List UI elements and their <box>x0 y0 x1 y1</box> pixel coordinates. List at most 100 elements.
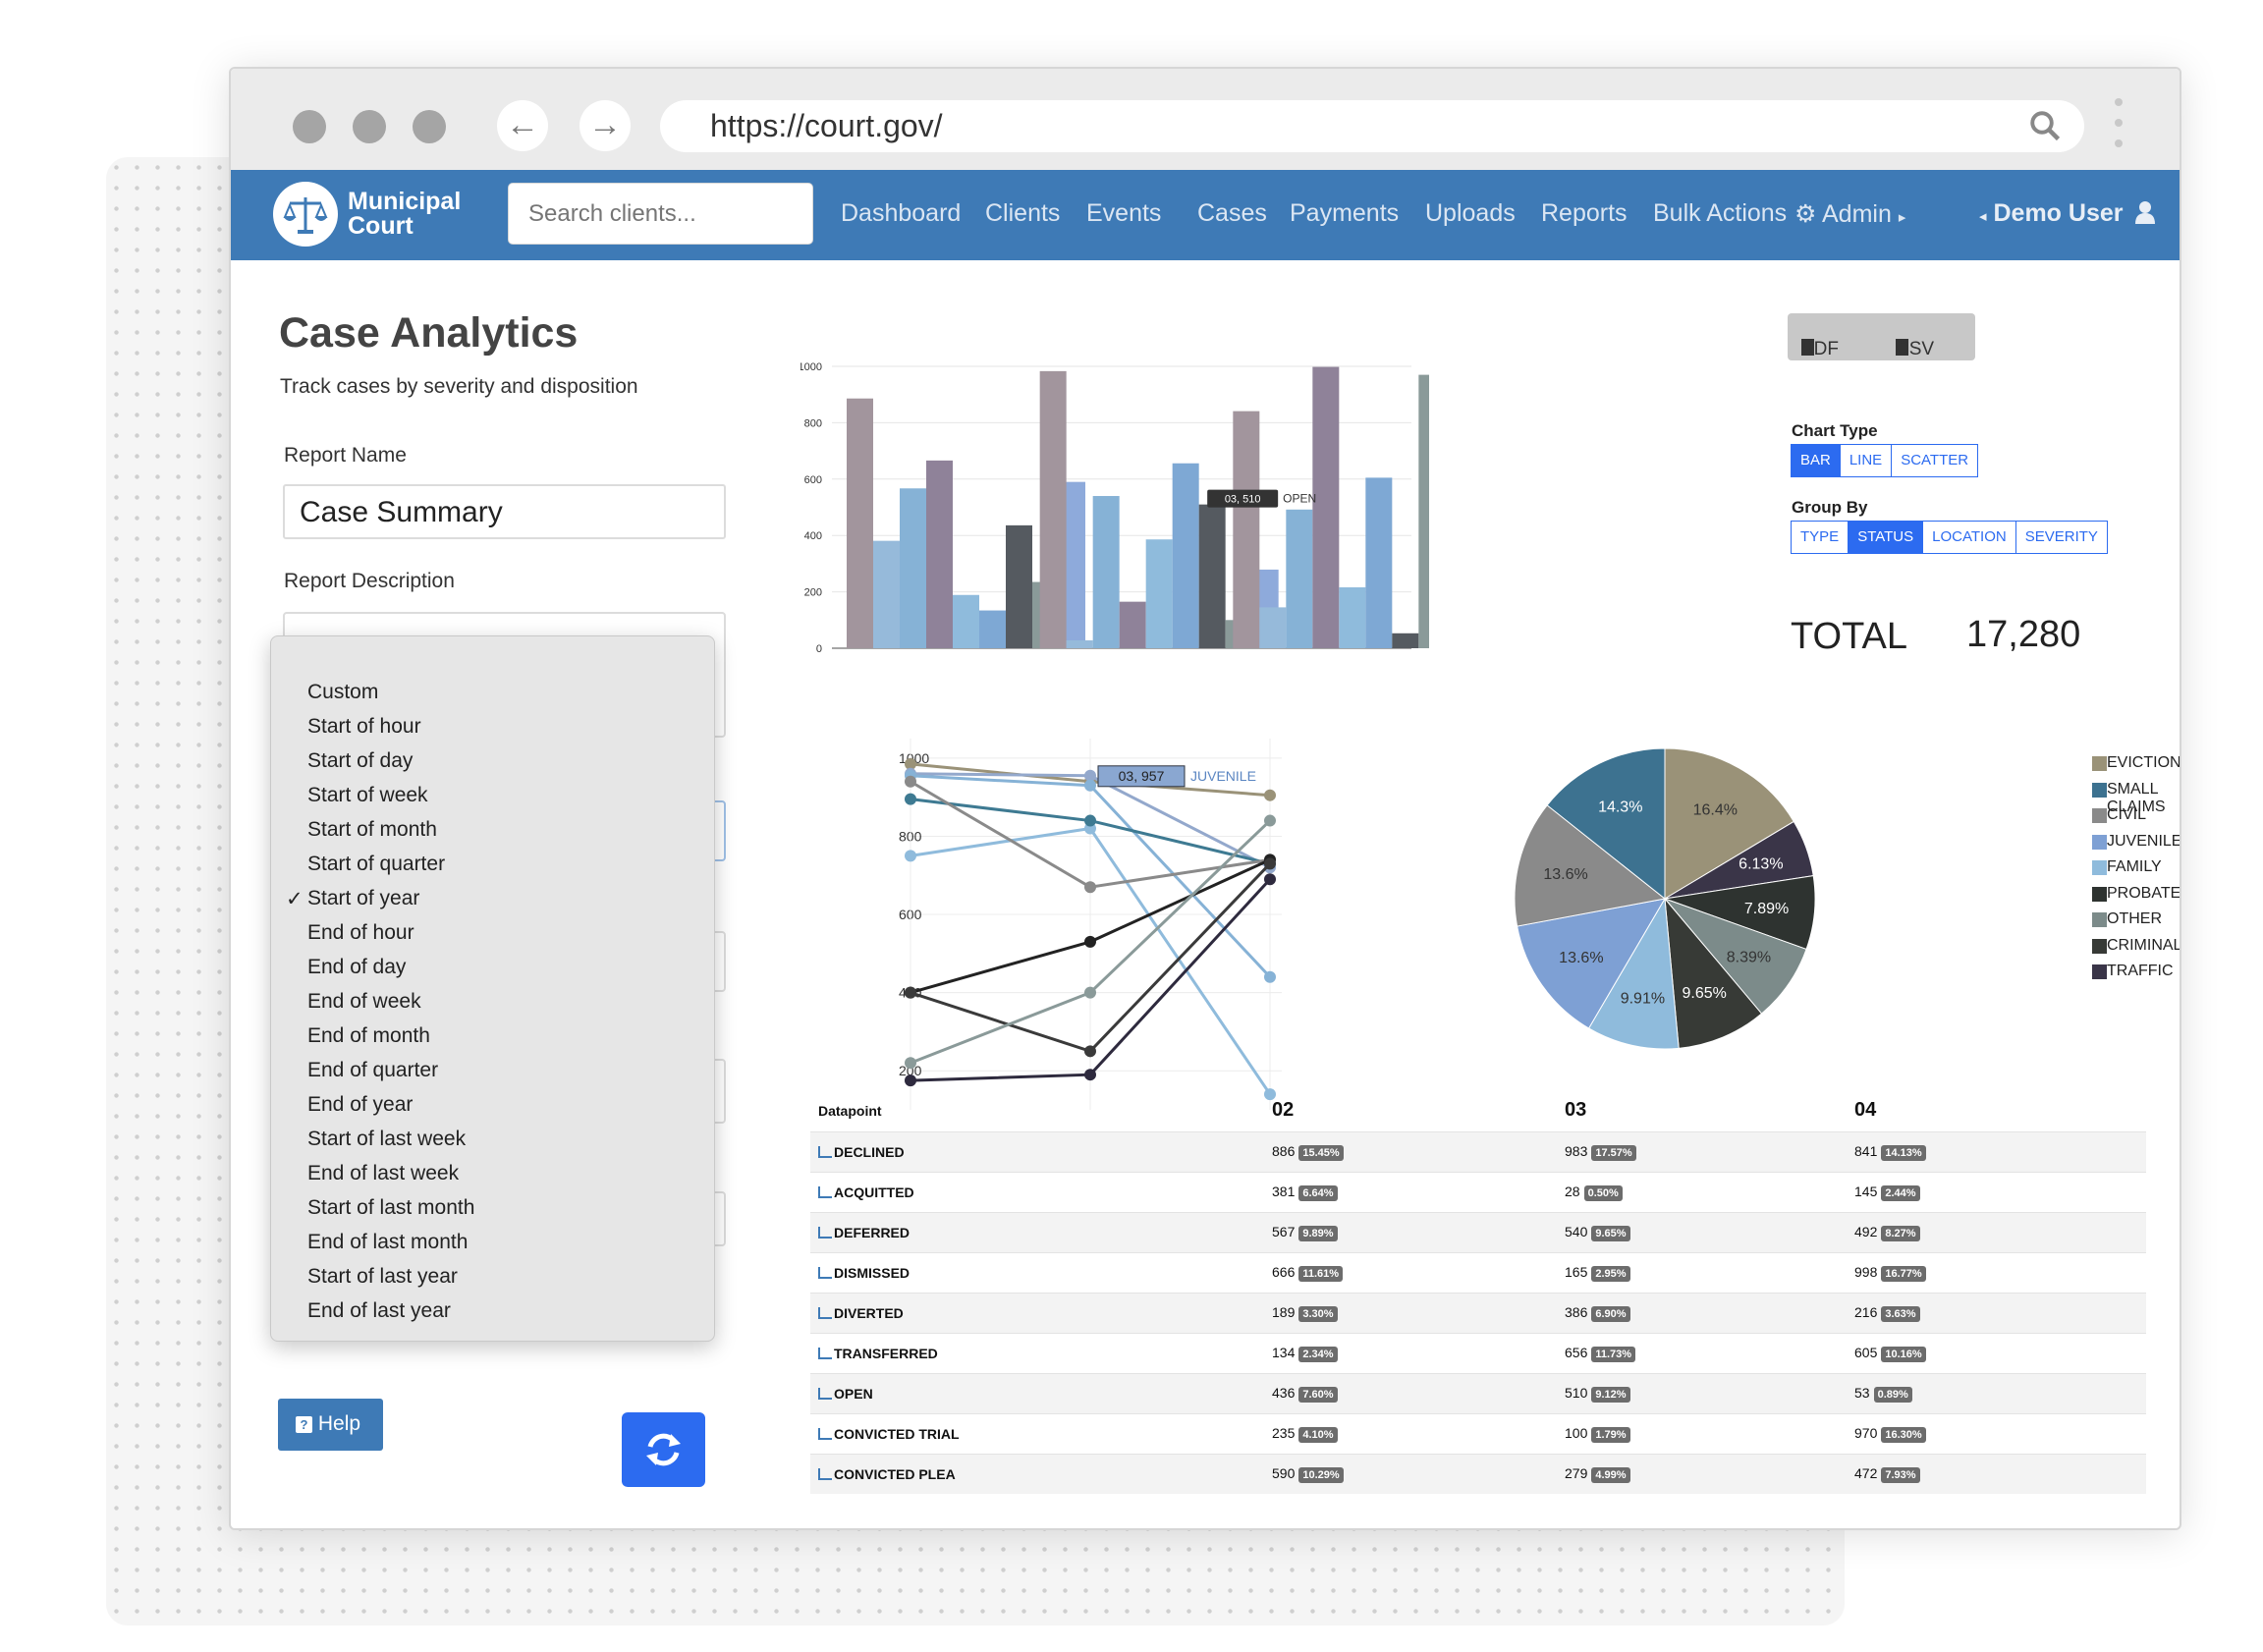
dropdown-option[interactable]: End of last week <box>307 1162 460 1184</box>
percent-badge: 1.79% <box>1591 1426 1630 1443</box>
value-cell: 381 6.64% <box>1272 1171 1565 1212</box>
datapoint-name: TRANSFERRED <box>834 1345 938 1361</box>
window-maximize-button[interactable] <box>413 110 446 143</box>
chart-type-line[interactable]: LINE <box>1839 444 1893 477</box>
value-cell: 134 2.34% <box>1272 1332 1565 1373</box>
nav-events[interactable]: Events <box>1086 199 1162 227</box>
nav-uploads[interactable]: Uploads <box>1425 199 1516 227</box>
dropdown-option-selected[interactable]: Start of year <box>307 887 420 909</box>
total-value: 17,280 <box>1966 614 2081 655</box>
browser-menu-icon[interactable] <box>2115 98 2123 155</box>
legend-swatch <box>2092 834 2107 850</box>
value-cell: 605 10.16% <box>1854 1332 2146 1373</box>
date-preset-dropdown[interactable]: Custom Start of hour Start of day Start … <box>270 635 715 1342</box>
bar-dismissed <box>1312 366 1340 648</box>
pie-slice-criminal <box>1664 897 1763 1049</box>
nav-cases[interactable]: Cases <box>1197 199 1267 227</box>
line-point <box>1264 789 1276 801</box>
pie-chart: 16.4% 6.13% 7.89% 8.39% 9.65% 9.91% 13.6% 13.6%… <box>1514 747 1816 1050</box>
table-row[interactable]: OPEN 436 7.60% 510 9.12% 53 0.89% <box>810 1372 2146 1413</box>
cell-value: 279 <box>1565 1464 1588 1481</box>
scales-logo-icon[interactable] <box>273 182 338 247</box>
table-row[interactable]: TRANSFERRED 134 2.34% 656 11.73% 605 10.16% <box>810 1332 2146 1373</box>
dropdown-option[interactable]: End of day <box>307 956 407 978</box>
dropdown-option[interactable]: Start of last week <box>307 1128 467 1150</box>
group-by-severity[interactable]: SEVERITY <box>2015 521 2108 554</box>
percent-badge: 2.95% <box>1591 1265 1630 1282</box>
dropdown-option[interactable]: Start of month <box>307 818 437 841</box>
dropdown-option[interactable]: Start of week <box>307 784 428 806</box>
table-row[interactable]: DEFERRED 567 9.89% 540 9.65% 492 8.27% <box>810 1211 2146 1252</box>
report-name-label: Report Name <box>284 444 407 467</box>
user-menu[interactable]: ◂ Demo User <box>1979 199 2156 228</box>
report-name-value: Case Summary <box>300 496 503 528</box>
pdf-label: PDF <box>1801 339 1839 359</box>
pie-slice-family <box>1587 897 1680 1050</box>
legend-label: CRIMINAL <box>2107 936 2181 954</box>
dropdown-option[interactable]: Start of day <box>307 749 414 772</box>
window-minimize-button[interactable] <box>353 110 386 143</box>
table-row[interactable]: CONVICTED PLEA 590 10.29% 279 4.99% 472 7.93% <box>810 1453 2146 1494</box>
group-by-status[interactable]: STATUS <box>1848 521 1924 554</box>
pie-slice-civil <box>1514 804 1667 927</box>
line-point <box>1084 935 1096 948</box>
report-name-field[interactable]: Case Summary <box>283 484 726 539</box>
legend-label: FAMILY <box>2107 858 2162 875</box>
nav-clients[interactable]: Clients <box>985 199 1061 227</box>
dropdown-option[interactable]: Start of quarter <box>307 853 446 875</box>
group-by-type[interactable]: TYPE <box>1791 521 1849 554</box>
percent-badge: 11.73% <box>1591 1346 1636 1362</box>
line-point <box>905 757 916 770</box>
group-by-location[interactable]: LOCATION <box>1922 521 2016 554</box>
dropdown-option[interactable]: Start of hour <box>307 715 421 738</box>
percent-badge: 3.63% <box>1881 1305 1920 1322</box>
chart-type-scatter[interactable]: SCATTER <box>1891 444 1979 477</box>
bar-deferred <box>1286 509 1313 648</box>
dropdown-option[interactable]: Start of last year <box>307 1265 458 1288</box>
legend-label: EVICTION <box>2107 754 2181 771</box>
datapoint-cell: DEFERRED <box>810 1211 1272 1252</box>
dropdown-option[interactable]: Custom <box>307 681 379 703</box>
page-title: Case Analytics <box>279 309 579 357</box>
table-row[interactable]: DIVERTED 189 3.30% 386 6.90% 216 3.63% <box>810 1292 2146 1333</box>
datapoint-cell: TRANSFERRED <box>810 1332 1272 1373</box>
back-arrow-icon[interactable]: ← <box>497 100 548 151</box>
refresh-button[interactable] <box>622 1412 705 1487</box>
nav-admin[interactable]: ⚙ Admin ▸ <box>1794 199 1905 229</box>
table-row[interactable]: DISMISSED 666 11.61% 165 2.95% 998 16.77% <box>810 1251 2146 1293</box>
dropdown-option[interactable]: End of month <box>307 1024 430 1047</box>
report-description-label: Report Description <box>284 570 455 592</box>
gear-icon: ⚙ <box>1794 200 1817 228</box>
dropdown-option[interactable]: End of last year <box>307 1299 451 1322</box>
percent-badge: 0.50% <box>1583 1184 1623 1201</box>
line-point <box>1084 814 1096 827</box>
bar-transferred <box>979 610 1006 648</box>
dropdown-option[interactable]: End of week <box>307 990 421 1013</box>
nav-reports[interactable]: Reports <box>1541 199 1628 227</box>
forward-arrow-icon[interactable]: → <box>580 100 631 151</box>
dropdown-option[interactable]: Start of last month <box>307 1196 475 1219</box>
dropdown-option[interactable]: End of year <box>307 1093 414 1116</box>
search-icon[interactable] <box>2027 108 2063 143</box>
nav-dashboard[interactable]: Dashboard <box>841 199 962 227</box>
nav-payments[interactable]: Payments <box>1290 199 1400 227</box>
line-tooltip-box <box>1097 765 1186 788</box>
brand-name[interactable]: Municipal Court <box>348 190 461 239</box>
search-input[interactable] <box>508 183 813 245</box>
address-bar[interactable]: https://court.gov/ <box>660 100 2084 152</box>
dropdown-option[interactable]: End of quarter <box>307 1059 439 1081</box>
cell-value: 998 <box>1854 1263 1878 1280</box>
window-close-button[interactable] <box>293 110 326 143</box>
cell-value: 145 <box>1854 1183 1878 1199</box>
table-row[interactable]: CONVICTED TRIAL 235 4.10% 100 1.79% 970 16.30% <box>810 1412 2146 1454</box>
help-button[interactable]: ? Help <box>278 1399 383 1451</box>
table-row[interactable]: ACQUITTED 381 6.64% 28 0.50% 145 2.44% <box>810 1171 2146 1212</box>
csv-label: CSV <box>1896 339 1935 359</box>
dropdown-option[interactable]: End of hour <box>307 921 414 944</box>
chart-type-bar[interactable]: BAR <box>1791 444 1841 477</box>
nav-bulk-actions[interactable]: Bulk Actions <box>1653 199 1788 227</box>
dropdown-option[interactable]: End of last month <box>307 1231 469 1253</box>
table-row[interactable]: DECLINED 886 15.45% 983 17.57% 841 14.13% <box>810 1130 2146 1172</box>
bar-tooltip-label: OPEN <box>1283 492 1316 506</box>
checkmark-icon: ✓ <box>286 888 304 910</box>
